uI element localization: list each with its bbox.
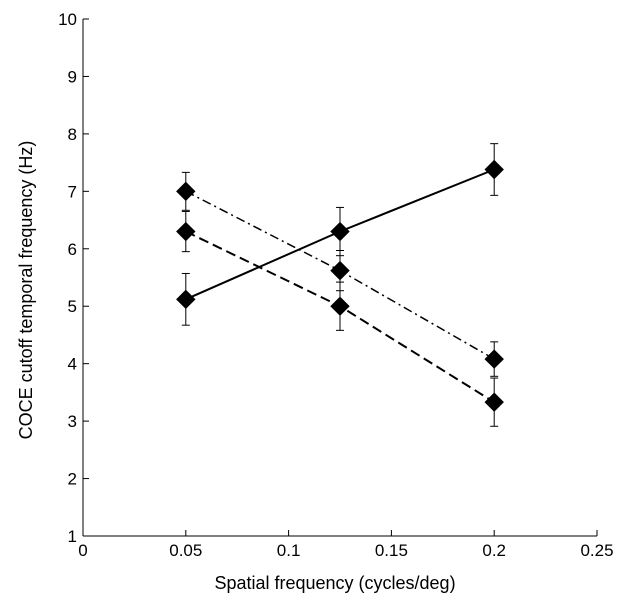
- data-point-diamond: [176, 221, 196, 242]
- x-tick-label: 0.05: [169, 541, 202, 560]
- x-tick-label: 0.25: [580, 541, 613, 560]
- data-point-diamond: [330, 221, 350, 242]
- data-point-diamond: [484, 159, 504, 180]
- y-tick-label: 2: [68, 470, 77, 489]
- y-tick-label: 6: [68, 240, 77, 259]
- y-tick-label: 8: [68, 125, 77, 144]
- y-tick-label: 3: [68, 412, 77, 431]
- series-dashdot: [176, 171, 504, 377]
- y-tick-label: 10: [58, 10, 77, 29]
- x-tick-label: 0.2: [482, 541, 506, 560]
- y-tick-label: 9: [68, 67, 77, 86]
- data-point-diamond: [330, 260, 350, 281]
- x-tick-label: 0.15: [375, 541, 408, 560]
- data-point-diamond: [176, 289, 196, 310]
- y-tick-label: 5: [68, 297, 77, 316]
- data-point-diamond: [330, 296, 350, 316]
- x-tick-label: 0.1: [277, 541, 301, 560]
- series-dashed: [176, 210, 504, 427]
- x-axis-label: Spatial frequency (cycles/deg): [214, 573, 455, 593]
- x-tick-label: 0: [78, 541, 87, 560]
- y-tick-label: 1: [68, 527, 77, 546]
- series-layer: [176, 143, 504, 427]
- series-solid: [176, 143, 504, 326]
- data-point-diamond: [484, 392, 504, 412]
- data-point-diamond: [484, 349, 504, 369]
- y-tick-label: 4: [68, 355, 77, 374]
- y-tick-label: 7: [68, 182, 77, 201]
- data-point-diamond: [176, 181, 196, 202]
- axes: 0 0.05 0.1 0.15 0.2 0.25 1 2 3 4 5 6 7 8 9 10: [58, 10, 613, 560]
- y-axis-label: COCE cutoff temporal frequency (Hz): [16, 141, 36, 440]
